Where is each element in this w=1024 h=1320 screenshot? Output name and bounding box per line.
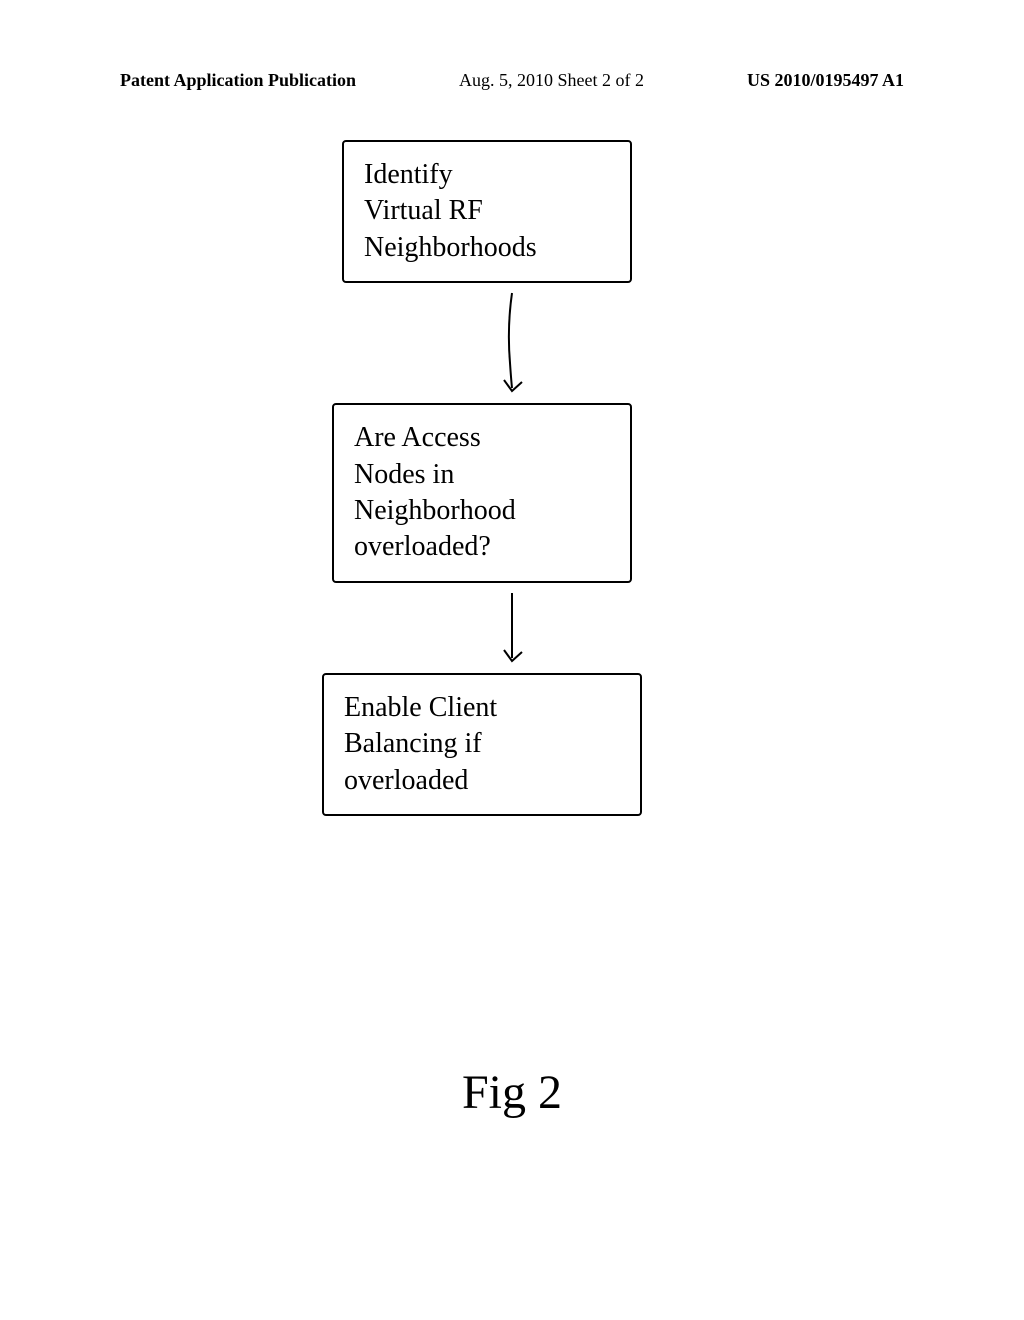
header-patent-number: US 2010/0195497 A1 [747,70,904,91]
header-publication: Patent Application Publication [120,70,356,91]
flowchart-arrow [312,588,712,668]
node-line: Enable Client [344,690,620,726]
node-line: Balancing if [344,726,620,762]
arrow-icon [482,588,542,668]
flowchart-node-identify: Identify Virtual RF Neighborhoods [342,140,632,283]
flowchart-node-enable-balancing: Enable Client Balancing if overloaded [322,673,642,816]
node-line: Neighborhoods [364,230,610,266]
node-line: overloaded [344,763,620,799]
node-line: Virtual RF [364,193,610,229]
header-date-sheet: Aug. 5, 2010 Sheet 2 of 2 [459,70,644,91]
node-line: Identify [364,157,610,193]
figure-label: Fig 2 [462,1065,562,1120]
node-line: Are Access [354,420,610,456]
flowchart-arrow [312,288,712,398]
flowchart-diagram: Identify Virtual RF Neighborhoods Are Ac… [312,140,712,816]
node-line: Nodes in [354,457,610,493]
flowchart-node-check-overload: Are Access Nodes in Neighborhood overloa… [332,403,632,583]
arrow-icon [482,288,542,398]
node-line: overloaded? [354,529,610,565]
page-header: Patent Application Publication Aug. 5, 2… [0,0,1024,91]
node-line: Neighborhood [354,493,610,529]
